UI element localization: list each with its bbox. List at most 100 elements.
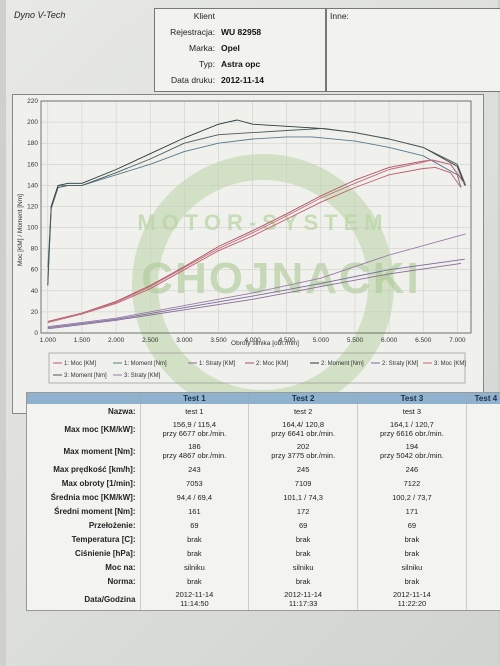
cell-text: 202 xyxy=(296,442,310,451)
cell-text: brak xyxy=(187,548,202,558)
x-tick-label: 4.000 xyxy=(244,337,261,344)
y-tick-label: 160 xyxy=(27,161,38,168)
cell-test-3: 246 xyxy=(357,462,467,476)
x-tick-label: 6.000 xyxy=(381,337,398,344)
cell-text: 11:17:33 xyxy=(288,599,318,608)
x-tick-label: 4.500 xyxy=(279,337,296,344)
cell-test-4 xyxy=(465,418,500,440)
klient-label: Klient xyxy=(193,11,215,21)
table-row: Data/Godzina 2012-11-14 11:14:50 2012-11-14… xyxy=(28,588,500,610)
table-row: Przełożenie: 69 69 69 xyxy=(28,518,500,532)
cell-test-3: brak xyxy=(357,546,467,560)
x-tick-label: 3.000 xyxy=(176,337,193,344)
chart-legend: 1: Moc [KM] 1: Moment [Nm] 1: Straty [KM] 2… xyxy=(48,352,466,384)
cell-test-2: 69 xyxy=(248,518,358,532)
cell-test-2: brak xyxy=(248,532,358,546)
cell-test-1: test 1 xyxy=(139,404,249,418)
data-druku-value: 2012-11-14 xyxy=(221,75,265,85)
header-corner xyxy=(27,393,140,404)
y-tick-label: 200 xyxy=(27,119,38,126)
cell-test-2: test 2 xyxy=(248,404,358,418)
row-label: Data/Godzina xyxy=(84,594,136,604)
row-label: Temperatura [C]: xyxy=(71,534,136,544)
x-tick-label: 1.000 xyxy=(40,337,57,344)
cell-text: test 1 xyxy=(185,406,204,416)
table-row: Średnia moc [KM/kW]: 94,4 / 69,4 101,1 / 7… xyxy=(28,490,500,504)
marka-value: Opel xyxy=(221,43,240,53)
legend-entry: 1: Moment [Nm] xyxy=(124,361,167,367)
cell-text: przy 6616 obr./min. xyxy=(380,429,444,438)
x-tick-label: 3.500 xyxy=(210,337,227,344)
table-row: Max moment [Nm]: 186 przy 4867 obr./min. 20… xyxy=(28,440,500,462)
cell-test-2: brak xyxy=(248,546,358,560)
cell-text: 7109 xyxy=(294,478,312,488)
cell-test-4 xyxy=(465,574,500,588)
info-row-marka: Marka: Opel xyxy=(155,43,325,55)
cell-test-3: 7122 xyxy=(357,476,467,490)
cell-test-3: 2012-11-14 11:22:20 xyxy=(357,588,467,610)
cell-text: 11:22:20 xyxy=(397,599,427,608)
table-row: Max prędkość [km/h]: 243 245 246 xyxy=(28,462,500,476)
y-tick-label: 140 xyxy=(27,182,38,189)
series-line-3 xyxy=(47,262,462,330)
cell-text: brak xyxy=(187,576,202,586)
series-line-1 xyxy=(47,166,462,323)
cell-text: 101,1 / 74,3 xyxy=(283,492,323,502)
info-row-data: Data druku: 2012-11-14 xyxy=(155,75,325,87)
cell-text: 171 xyxy=(405,506,419,516)
data-druku-label: Data druku: xyxy=(171,75,215,85)
cell-test-3: silniku xyxy=(357,560,467,574)
cell-test-2: 7109 xyxy=(248,476,358,490)
chart-svg: MOTOR-SYSTEM CHOJNACKI 1.000 1.500 2.000 2.… xyxy=(17,98,472,413)
cell-test-4 xyxy=(465,404,500,418)
cell-test-3: 100,2 / 73,7 xyxy=(357,490,467,504)
cell-test-4 xyxy=(465,440,500,462)
series-line-9 xyxy=(47,233,466,328)
y-tick-label: 0 xyxy=(34,330,38,337)
cell-test-3: 69 xyxy=(357,518,467,532)
results-header-row: Test 1 Test 2 Test 3 Test 4 xyxy=(27,393,500,404)
info-row-rejestracja: Rejestracja: WU 82958 xyxy=(155,27,325,39)
cell-text: brak xyxy=(187,534,202,544)
cell-test-2: 245 xyxy=(248,462,358,476)
watermark-name: CHOJNACKI xyxy=(141,254,421,303)
inne-label: Inne: xyxy=(330,11,349,21)
row-label: Max moment [Nm]: xyxy=(63,446,136,456)
cell-text: 69 xyxy=(190,520,199,530)
legend-entry: 2: Moc [KM] xyxy=(256,361,288,367)
cell-test-4 xyxy=(465,476,500,490)
cell-text: 7122 xyxy=(403,478,421,488)
cell-test-3: 164,1 / 120,7 przy 6616 obr./min. xyxy=(357,418,467,440)
cell-test-3: 171 xyxy=(357,504,467,518)
info-row-typ: Typ: Astra opc xyxy=(155,59,325,71)
vehicle-info-box: Klient Rejestracja: WU 82958 Marka: Opel… xyxy=(154,8,326,92)
cell-text: 94,4 / 69,4 xyxy=(176,492,213,502)
cell-text: brak xyxy=(404,576,420,586)
row-label: Nazwa: xyxy=(107,406,136,416)
cell-test-4 xyxy=(465,588,500,610)
table-row: Nazwa: test 1 test 2 test 3 xyxy=(28,404,500,418)
legend-entry: 2: Straty [KM] xyxy=(382,361,419,367)
cell-test-4 xyxy=(465,462,500,476)
x-tick-label: 5.500 xyxy=(347,337,364,344)
cell-test-1: 2012-11-14 11:14:50 xyxy=(139,588,249,610)
row-label: Max moc [KM/kW]: xyxy=(64,424,136,434)
column-header-test-1: Test 1 xyxy=(139,393,249,404)
row-label: Średni moment [Nm]: xyxy=(54,506,136,516)
y-tick-label: 100 xyxy=(27,225,38,232)
cell-test-1: silniku xyxy=(139,560,249,574)
results-body: Nazwa: test 1 test 2 test 3 Max moc [KM/kW]:… xyxy=(28,404,500,610)
y-tick-label: 220 xyxy=(27,98,38,105)
cell-text: 172 xyxy=(296,506,310,516)
cell-text: 194 xyxy=(405,442,419,451)
cell-text: przy 4867 obr./min. xyxy=(162,451,227,460)
cell-text: 2012-11-14 xyxy=(393,590,431,599)
cell-test-1: brak xyxy=(139,546,249,560)
marka-label: Marka: xyxy=(189,43,215,53)
dyno-chart: MOTOR-SYSTEM CHOJNACKI 1.000 1.500 2.000 2.… xyxy=(12,94,484,414)
cell-test-2: 172 xyxy=(248,504,358,518)
x-tick-label: 2.000 xyxy=(108,337,125,344)
legend-box xyxy=(48,352,466,384)
cell-test-2: 101,1 / 74,3 xyxy=(248,490,358,504)
x-tick-label: 2.500 xyxy=(142,337,159,344)
